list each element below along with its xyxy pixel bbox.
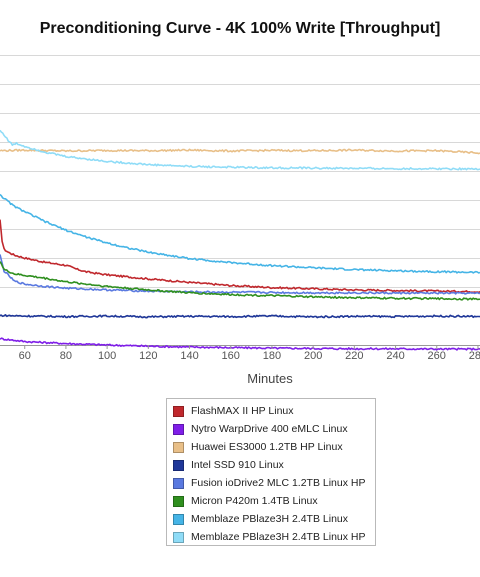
legend-swatch (173, 531, 184, 543)
legend-label: FlashMAX II HP Linux (191, 405, 294, 417)
series-line-7 (0, 193, 480, 274)
x-tick-label: 140 (180, 350, 198, 362)
legend-label: Intel SSD 910 Linux (191, 459, 284, 471)
x-tick-label: 180 (263, 350, 281, 362)
legend-swatch (173, 459, 184, 471)
legend-item-5[interactable]: Fusion ioDrive2 MLC 1.2TB Linux HP (173, 474, 375, 492)
chart-title: Preconditioning Curve - 4K 100% Write [T… (39, 20, 441, 37)
legend: FlashMAX II HP Linux Nytro WarpDrive 400 … (166, 398, 376, 546)
series-line-6 (0, 261, 480, 301)
x-tick-label: 280 (469, 350, 480, 362)
legend-label: Nytro WarpDrive 400 eMLC Linux (191, 423, 348, 435)
legend-label: Memblaze PBlaze3H 2.4TB Linux (191, 513, 348, 525)
legend-swatch (173, 477, 184, 489)
series-line-8 (0, 129, 480, 171)
legend-item-8[interactable]: Memblaze PBlaze3H 2.4TB Linux HP (173, 528, 375, 546)
x-tick-label: 100 (98, 350, 116, 362)
legend-item-2[interactable]: Nytro WarpDrive 400 eMLC Linux (173, 420, 375, 438)
x-tick-label: 160 (222, 350, 240, 362)
legend-swatch (173, 405, 184, 417)
x-tick-label: 220 (345, 350, 363, 362)
series-layer (0, 129, 480, 351)
x-axis-title: Minutes (247, 371, 293, 386)
x-tick-label: 240 (386, 350, 404, 362)
series-line-3 (0, 148, 480, 155)
series-line-5 (0, 254, 480, 295)
grid-lines (0, 55, 480, 346)
legend-label: Huawei ES3000 1.2TB HP Linux (191, 441, 343, 453)
series-line-2 (0, 337, 480, 351)
x-tick-label: 200 (304, 350, 322, 362)
chart-plot-area: 60 80 100 120 140 160 180 200 220 240 260 280 Minut… (0, 55, 480, 386)
x-tick-label: 260 (428, 350, 446, 362)
legend-item-4[interactable]: Intel SSD 910 Linux (173, 456, 375, 474)
legend-item-6[interactable]: Micron P420m 1.4TB Linux (173, 492, 375, 510)
legend-swatch (173, 513, 184, 525)
legend-item-1[interactable]: FlashMAX II HP Linux (173, 402, 375, 420)
legend-label: Micron P420m 1.4TB Linux (191, 495, 318, 507)
legend-swatch (173, 441, 184, 453)
legend-label: Fusion ioDrive2 MLC 1.2TB Linux HP (191, 477, 366, 489)
x-axis-ticks: 60 80 100 120 140 160 180 200 220 240 260 280 (19, 345, 480, 362)
legend-item-7[interactable]: Memblaze PBlaze3H 2.4TB Linux (173, 510, 375, 528)
series-line-4 (0, 313, 480, 319)
legend-item-3[interactable]: Huawei ES3000 1.2TB HP Linux (173, 438, 375, 456)
x-tick-label: 120 (139, 350, 157, 362)
x-tick-label: 60 (19, 350, 31, 362)
legend-swatch (173, 423, 184, 435)
legend-label: Memblaze PBlaze3H 2.4TB Linux HP (191, 531, 366, 543)
legend-swatch (173, 495, 184, 507)
series-line-1 (0, 219, 480, 294)
x-tick-label: 80 (60, 350, 72, 362)
